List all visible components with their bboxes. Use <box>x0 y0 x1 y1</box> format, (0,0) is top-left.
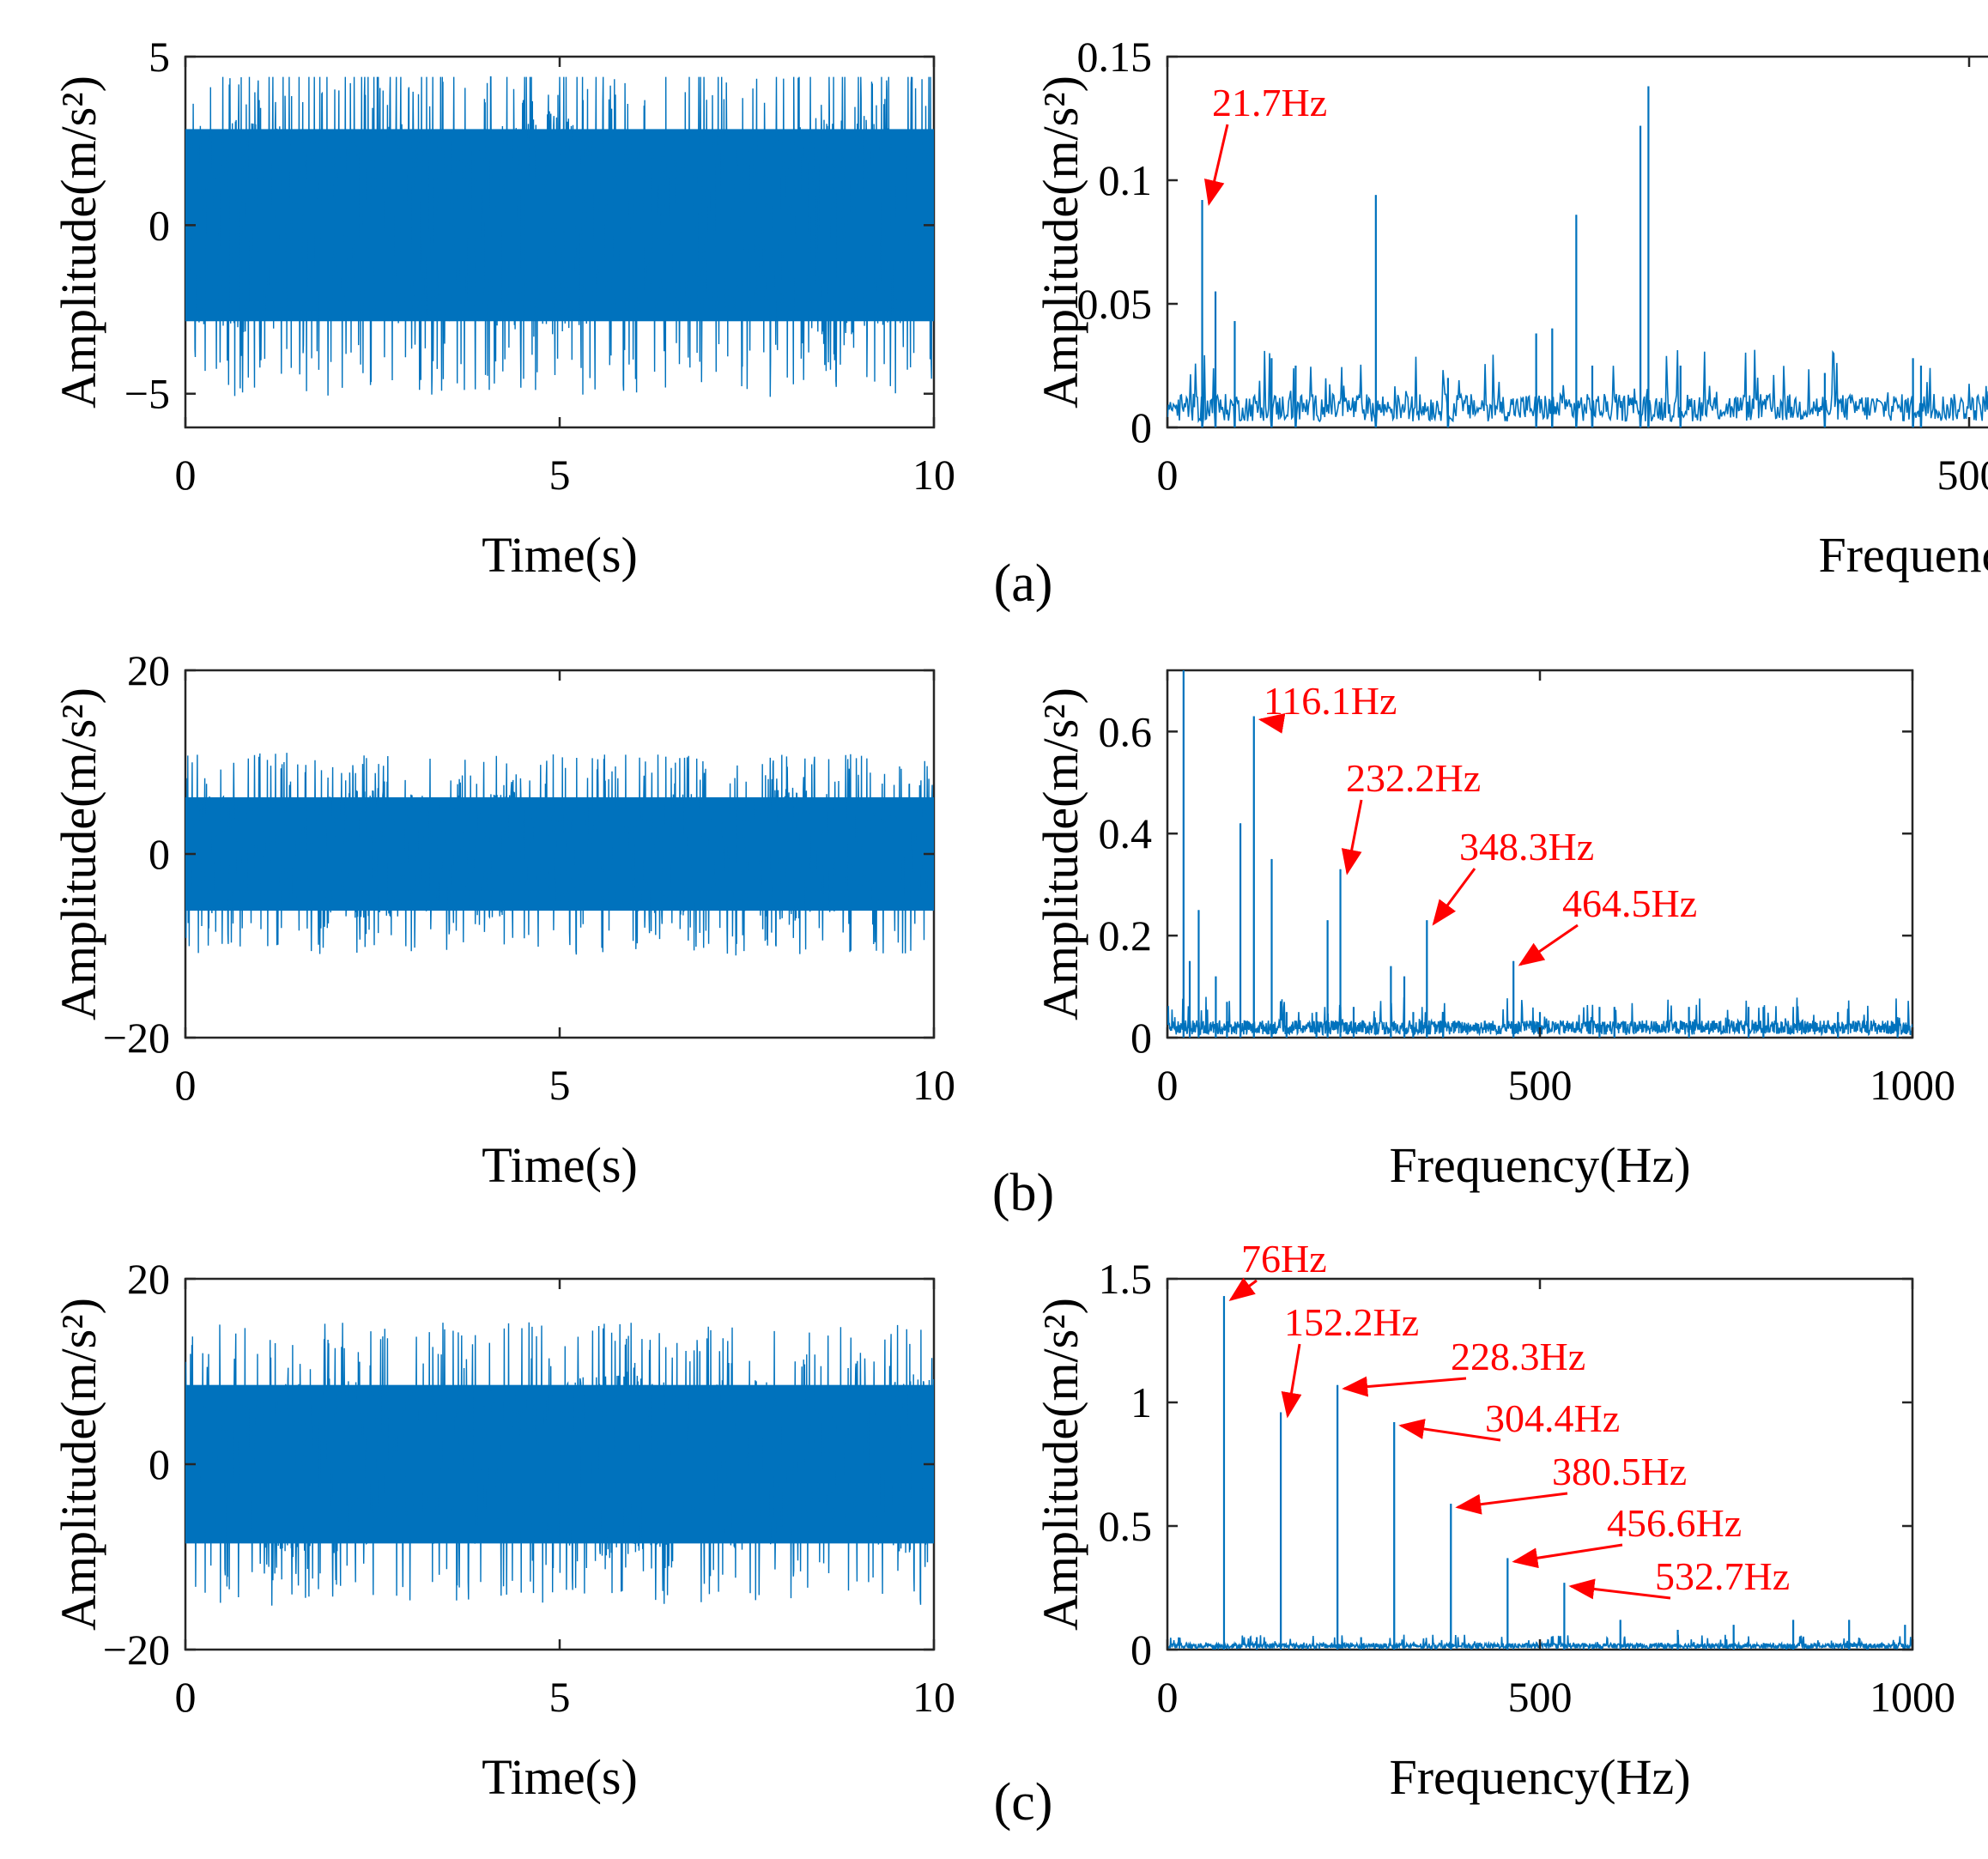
y-tick-label: 0.4 <box>1099 809 1153 857</box>
y-tick-label: 0.15 <box>1077 33 1153 81</box>
x-tick-label: 10 <box>912 1061 955 1109</box>
y-tick-label: 1.5 <box>1099 1255 1153 1303</box>
peak-annotation-label: 304.4Hz <box>1485 1396 1620 1440</box>
series-a-freq <box>1167 86 1988 427</box>
peak-annotation-arrow <box>1518 923 1579 966</box>
series-c-freq <box>1167 1296 1912 1650</box>
y-tick-label: −5 <box>124 370 170 418</box>
chart-c-freq: 0 500 1000 0 0.5 1 1.5 Frequency(Hz) Amplitude(m… <box>1033 1237 1955 1805</box>
x-tick-label: 0 <box>175 451 197 499</box>
spectrum-trace <box>1167 86 1988 427</box>
peak-annotation-label: 348.3Hz <box>1459 825 1594 869</box>
y-axis-label: Amplitude(m/s²) <box>51 687 106 1020</box>
peak-annotation-arrow <box>1398 1419 1501 1442</box>
y-tick-label: 20 <box>127 646 170 694</box>
x-tick-label: 10 <box>912 1673 955 1721</box>
y-tick-label: 0 <box>148 201 170 249</box>
x-tick-label: 500 <box>1508 1061 1573 1109</box>
peak-annotation-label: 464.5Hz <box>1562 881 1697 925</box>
chart-b-freq: 0 500 1000 0 0.2 0.4 0.6 Frequency(Hz) Amplitude… <box>1033 669 1955 1193</box>
y-tick-label: 0 <box>1130 403 1152 451</box>
x-axis-label: Time(s) <box>482 1137 638 1193</box>
panel-label-b: (b) <box>992 1164 1054 1222</box>
y-tick-label: 0 <box>148 830 170 878</box>
x-tick-label: 500 <box>1508 1673 1573 1721</box>
y-tick-label: −20 <box>103 1626 170 1674</box>
x-tick-label: 1000 <box>1870 1061 1955 1109</box>
y-tick-label: 0.5 <box>1099 1502 1153 1550</box>
y-axis-label: Amplitude(m/s²) <box>1033 687 1088 1020</box>
peak-annotation-arrow <box>1228 1277 1258 1301</box>
x-tick-label: 5 <box>549 451 571 499</box>
peak-annotation-arrow <box>1203 124 1229 206</box>
y-tick-label: 0.05 <box>1077 280 1153 328</box>
y-tick-label: 0.6 <box>1099 707 1153 755</box>
x-tick-label: 0 <box>1157 1061 1179 1109</box>
peak-annotation-arrow <box>1432 868 1476 926</box>
signal-trace <box>185 1322 934 1606</box>
peak-annotation-label: 116.1Hz <box>1264 679 1397 723</box>
x-tick-label: 0 <box>175 1061 197 1109</box>
series-c-time <box>185 1322 934 1606</box>
peak-annotation-label: 76Hz <box>1241 1237 1327 1281</box>
y-tick-label: 0.1 <box>1099 156 1153 204</box>
x-tick-label: 0 <box>1157 1673 1179 1721</box>
peak-annotation-label: 232.2Hz <box>1346 756 1481 800</box>
x-tick-label: 5 <box>549 1061 571 1109</box>
x-tick-label: 1000 <box>1870 1673 1955 1721</box>
peak-annotation-arrow <box>1512 1543 1623 1569</box>
y-tick-label: −20 <box>103 1014 170 1062</box>
peak-annotation-arrow <box>1258 713 1286 734</box>
x-tick-label: 0 <box>1157 451 1179 499</box>
x-axis-label: Frequency(Hz) <box>1818 527 1988 583</box>
peak-annotation-label: 228.3Hz <box>1451 1335 1585 1378</box>
signal-trace <box>185 753 934 956</box>
x-axis-label: Frequency(Hz) <box>1389 1749 1690 1805</box>
x-tick-label: 10 <box>912 451 955 499</box>
y-tick-label: 0 <box>148 1440 170 1488</box>
series-b-freq <box>1167 670 1912 1038</box>
peak-annotation-arrow <box>1341 799 1363 875</box>
peak-annotation-arrow <box>1455 1492 1568 1515</box>
chart-a-freq: 0500100000.050.10.15Frequency(Hz)Amplitu… <box>1033 33 1988 583</box>
y-tick-label: 20 <box>127 1255 170 1303</box>
y-axis-label: Amplitude(m/s²) <box>1033 76 1088 409</box>
y-axis-label: Amplitude(m/s²) <box>51 76 106 409</box>
series-a-time <box>185 76 934 397</box>
y-tick-label: 5 <box>148 33 170 81</box>
y-axis-label: Amplitude(m/s²) <box>51 1298 106 1631</box>
signal-trace <box>185 76 934 397</box>
peak-annotation-arrow <box>1342 1376 1467 1397</box>
peak-annotation-arrow <box>1281 1343 1302 1419</box>
series-b-time <box>185 753 934 956</box>
x-axis-label: Time(s) <box>482 1749 638 1805</box>
peak-annotation-label: 380.5Hz <box>1552 1450 1687 1493</box>
x-tick-label: 500 <box>1937 451 1988 499</box>
x-tick-label: 5 <box>549 1673 571 1721</box>
panel-label-a: (a) <box>994 554 1053 613</box>
peak-annotation-label: 152.2Hz <box>1284 1300 1419 1344</box>
y-tick-label: 0 <box>1130 1626 1152 1674</box>
peak-annotation-arrow <box>1568 1578 1671 1600</box>
y-tick-label: 1 <box>1130 1378 1152 1426</box>
x-axis-label: Frequency(Hz) <box>1389 1137 1690 1193</box>
panel-label-c: (c) <box>994 1773 1053 1832</box>
x-axis-label: Time(s) <box>482 527 638 583</box>
peak-annotation-label: 21.7Hz <box>1212 81 1327 124</box>
y-tick-label: 0.2 <box>1099 911 1153 960</box>
y-tick-label: 0 <box>1130 1014 1152 1062</box>
peak-annotation-label: 456.6Hz <box>1607 1501 1742 1545</box>
x-tick-label: 0 <box>175 1673 197 1721</box>
y-axis-label: Amplitude(m/s²) <box>1033 1298 1088 1631</box>
peak-annotation-label: 532.7Hz <box>1655 1554 1790 1598</box>
